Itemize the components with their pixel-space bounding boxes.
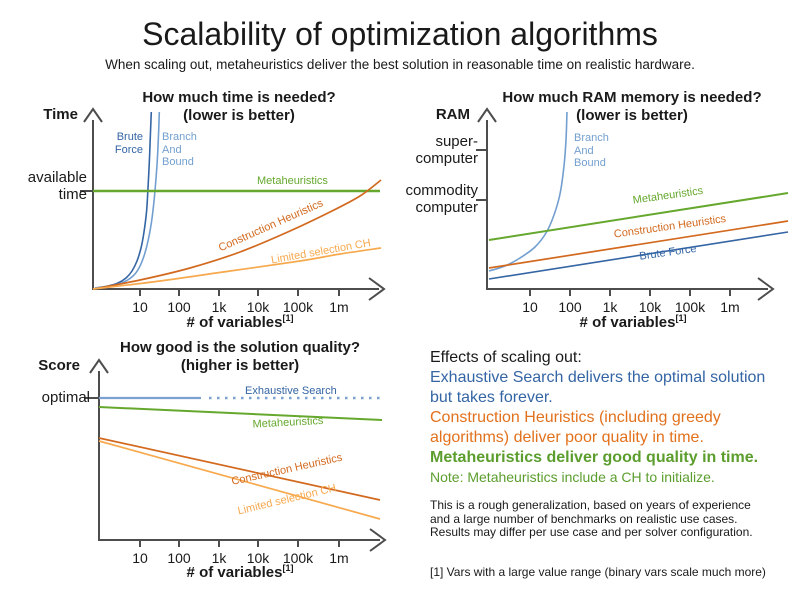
time-y-axis-label: Time	[43, 106, 78, 123]
score-x-axis-label-text: # of variables	[186, 564, 283, 581]
ram-y-axis-label: RAM	[435, 106, 470, 123]
panel-heading: Effects of scaling out:	[430, 349, 582, 366]
time-x-axis-label-text: # of variables	[186, 314, 283, 331]
time-curve-brute-force	[94, 111, 153, 289]
score-x-tick-label-1m: 1m	[329, 550, 349, 566]
time-x-tick-label-1m: 1m	[329, 299, 349, 315]
figure-title: Scalability of optimization algorithms	[142, 16, 658, 52]
score-chart-title: How good is the solution quality?	[120, 339, 360, 356]
time-x-tick-label-100: 100	[167, 299, 191, 315]
time-y-axis-arrow-icon	[83, 107, 103, 123]
ram-x-tick-label-1m: 1m	[720, 299, 740, 315]
time-x-tick-label-1k: 1k	[211, 299, 227, 315]
time-curve-branch-and-bound	[94, 111, 161, 289]
panel-construction-text: Construction Heuristics (including greed…	[430, 409, 721, 446]
optimal-tick-label: optimal	[41, 389, 90, 406]
ram-x-axis-footnote-marker: [1]	[675, 313, 687, 323]
score-x-tick-label-10k: 10k	[246, 550, 270, 566]
ram-curve-construction-heuristics	[488, 220, 789, 269]
commodity-computer-tick-label: commodity computer	[405, 182, 478, 216]
ram-axes	[477, 107, 775, 301]
ram-curve-metaheuristics	[488, 192, 789, 241]
ram-curve-branch-and-bound	[488, 111, 568, 272]
score-y-axis-arrow-icon	[89, 358, 109, 374]
score-x-tick-label-100k: 100k	[282, 550, 314, 566]
time-x-axis-arrow-icon	[368, 277, 386, 301]
time-curve-label-brute-force: Brute Force	[114, 131, 143, 156]
time-curve-label-metaheuristics: Metaheuristics	[257, 175, 328, 187]
ram-x-tick-label-100: 100	[558, 299, 582, 315]
score-x-axis-arrow-icon	[369, 528, 387, 552]
time-x-tick-label-100k: 100k	[282, 299, 314, 315]
panel-exhaustive-text: Exhaustive Search delivers the optimal s…	[430, 369, 766, 406]
score-x-tick-label-1k: 1k	[211, 550, 227, 566]
ram-y-axis-arrow-icon	[477, 107, 497, 123]
ram-curve-label-branch-and-bound: Branch And Bound	[574, 132, 609, 169]
time-x-tick-label-10: 10	[132, 299, 148, 315]
score-curve-construction-heuristics	[98, 437, 381, 501]
ram-x-tick-label-100k: 100k	[674, 299, 706, 315]
panel-note-text: Note: Metaheuristics include a CH to ini…	[430, 469, 715, 485]
supercomputer-tick-label: super- computer	[415, 133, 478, 167]
time-curve-limited-selection-ch	[92, 247, 382, 290]
ram-x-tick-label-1k: 1k	[602, 299, 618, 315]
time-curve-construction-heuristics	[92, 179, 382, 290]
score-x-axis-label: # of variables[1]	[187, 563, 294, 581]
ram-chart-subtitle: (lower is better)	[576, 107, 688, 124]
panel-metaheuristics-text: Metaheuristics deliver good quality in t…	[430, 449, 759, 466]
score-axes	[89, 358, 387, 552]
ram-x-tick-label-10: 10	[522, 299, 538, 315]
time-x-axis-label: # of variables[1]	[187, 313, 294, 331]
time-x-tick-label-10k: 10k	[246, 299, 270, 315]
panel-disclaimer-text: This is a rough generalization, based on…	[430, 498, 753, 539]
score-x-tick-label-10: 10	[132, 550, 148, 566]
score-x-tick-label-100: 100	[167, 550, 191, 566]
ram-curve-brute-force	[488, 231, 789, 280]
ram-x-axis-label: # of variables[1]	[580, 313, 687, 331]
time-curve-label-branch-and-bound: Branch And Bound	[162, 131, 197, 168]
available-time-tick-label: available time	[27, 169, 87, 203]
score-y-axis-label: Score	[38, 357, 80, 374]
score-curve-limited-selection-ch	[98, 440, 381, 520]
score-curve-label-exhaustive-search-dotted: Exhaustive Search	[245, 385, 337, 397]
ram-chart-title: How much RAM memory is needed?	[502, 89, 762, 106]
figure-subtitle: When scaling out, metaheuristics deliver…	[105, 57, 695, 72]
score-chart-subtitle: (higher is better)	[180, 357, 300, 374]
ram-x-axis-label-text: # of variables	[579, 314, 676, 331]
ram-x-tick-label-10k: 10k	[638, 299, 662, 315]
score-x-axis-footnote-marker: [1]	[282, 563, 294, 573]
panel-footnote-text: [1] Vars with a large value range (binar…	[430, 565, 766, 579]
time-chart-subtitle: (lower is better)	[183, 107, 295, 124]
time-x-axis-footnote-marker: [1]	[282, 313, 294, 323]
score-curve-metaheuristics	[98, 406, 383, 421]
ram-x-axis-arrow-icon	[757, 277, 775, 301]
time-chart-title: How much time is needed?	[142, 89, 336, 106]
